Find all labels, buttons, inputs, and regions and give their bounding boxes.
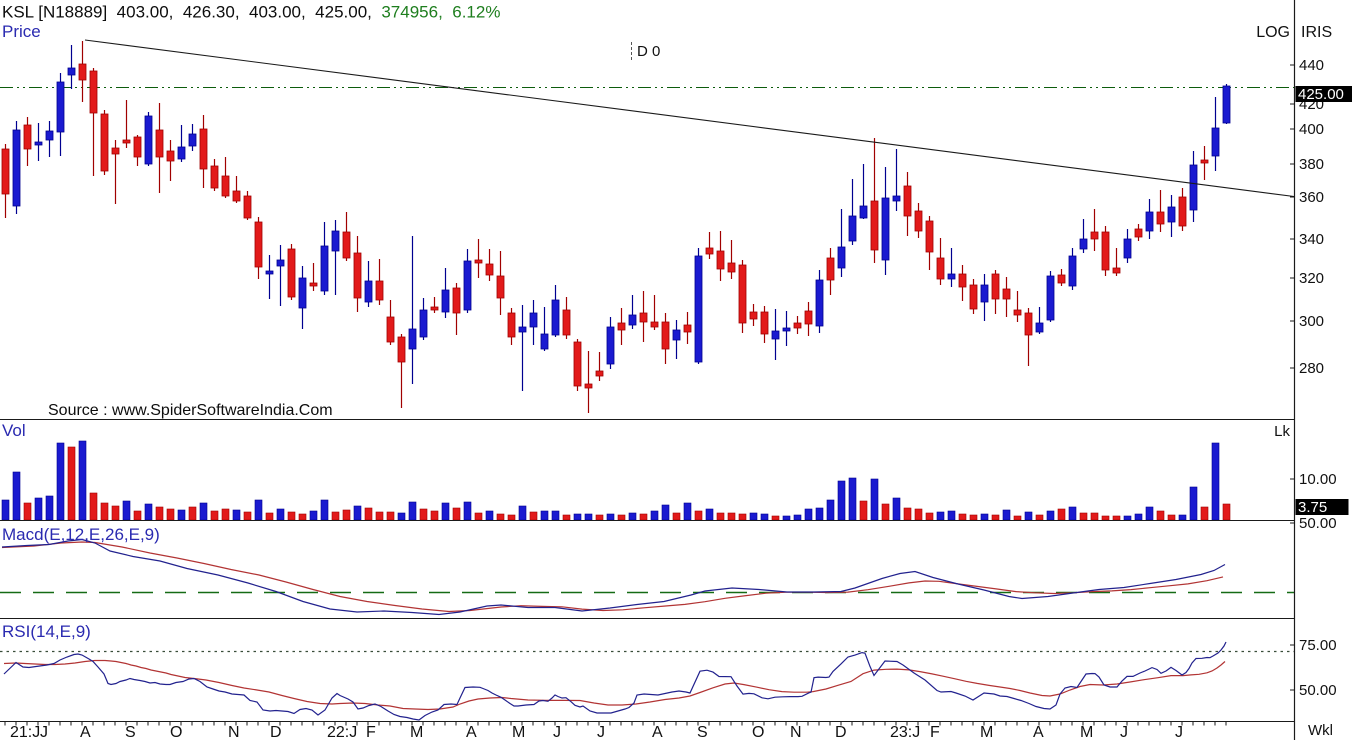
svg-text:M: M (410, 724, 423, 740)
svg-text:Lk: Lk (1274, 423, 1290, 440)
svg-text:N: N (790, 724, 802, 740)
svg-text:J: J (40, 724, 48, 740)
svg-text:360: 360 (1299, 189, 1324, 206)
svg-text:M: M (512, 724, 525, 740)
svg-text:Vol: Vol (2, 421, 26, 440)
svg-text:425.00: 425.00 (1298, 86, 1344, 103)
svg-text:LOG: LOG (1256, 24, 1290, 41)
svg-text:340: 340 (1299, 231, 1324, 248)
svg-text:440: 440 (1299, 57, 1324, 74)
svg-text:D: D (835, 724, 847, 740)
svg-text:A: A (466, 724, 477, 740)
svg-text:Source : www.SpiderSoftwareInd: Source : www.SpiderSoftwareIndia.Com (48, 402, 333, 419)
svg-text:F: F (366, 724, 376, 740)
svg-text:50.00: 50.00 (1299, 682, 1337, 699)
svg-text:380: 380 (1299, 156, 1324, 173)
svg-text:Macd(E,12,E,26,E,9): Macd(E,12,E,26,E,9) (2, 525, 160, 544)
svg-text:J: J (1175, 724, 1183, 740)
svg-text:KSL [N18889] 403.00, 426.30,: KSL [N18889] 403.00, 426.30, 403.00, 425… (2, 3, 500, 22)
svg-text:M: M (980, 724, 993, 740)
svg-text:IRIS: IRIS (1301, 24, 1332, 41)
svg-text:Wkl: Wkl (1308, 722, 1333, 739)
svg-text:D: D (270, 724, 282, 740)
svg-text:F: F (930, 724, 940, 740)
svg-text:23:J: 23:J (890, 724, 920, 740)
svg-text:D 0: D 0 (637, 43, 660, 60)
svg-text:21:J: 21:J (10, 724, 40, 740)
svg-text:S: S (125, 724, 136, 740)
svg-text:50.00: 50.00 (1299, 515, 1337, 532)
svg-text:O: O (752, 724, 764, 740)
svg-text:J: J (553, 724, 561, 740)
svg-text:400: 400 (1299, 121, 1324, 138)
svg-text:Price: Price (2, 22, 41, 41)
svg-text:M: M (1080, 724, 1093, 740)
svg-text:S: S (697, 724, 708, 740)
svg-text:J: J (597, 724, 605, 740)
svg-text:10.00: 10.00 (1299, 471, 1337, 488)
svg-text:N: N (228, 724, 240, 740)
svg-text:280: 280 (1299, 360, 1324, 377)
svg-text:A: A (80, 724, 91, 740)
svg-text:75.00: 75.00 (1299, 637, 1337, 654)
svg-text:300: 300 (1299, 313, 1324, 330)
svg-text:3.75: 3.75 (1298, 499, 1327, 516)
svg-text:A: A (1033, 724, 1044, 740)
svg-text:O: O (170, 724, 182, 740)
svg-text:22:J: 22:J (327, 724, 357, 740)
svg-text:RSI(14,E,9): RSI(14,E,9) (2, 622, 91, 641)
svg-text:J: J (1120, 724, 1128, 740)
svg-text:A: A (652, 724, 663, 740)
svg-text:320: 320 (1299, 270, 1324, 287)
